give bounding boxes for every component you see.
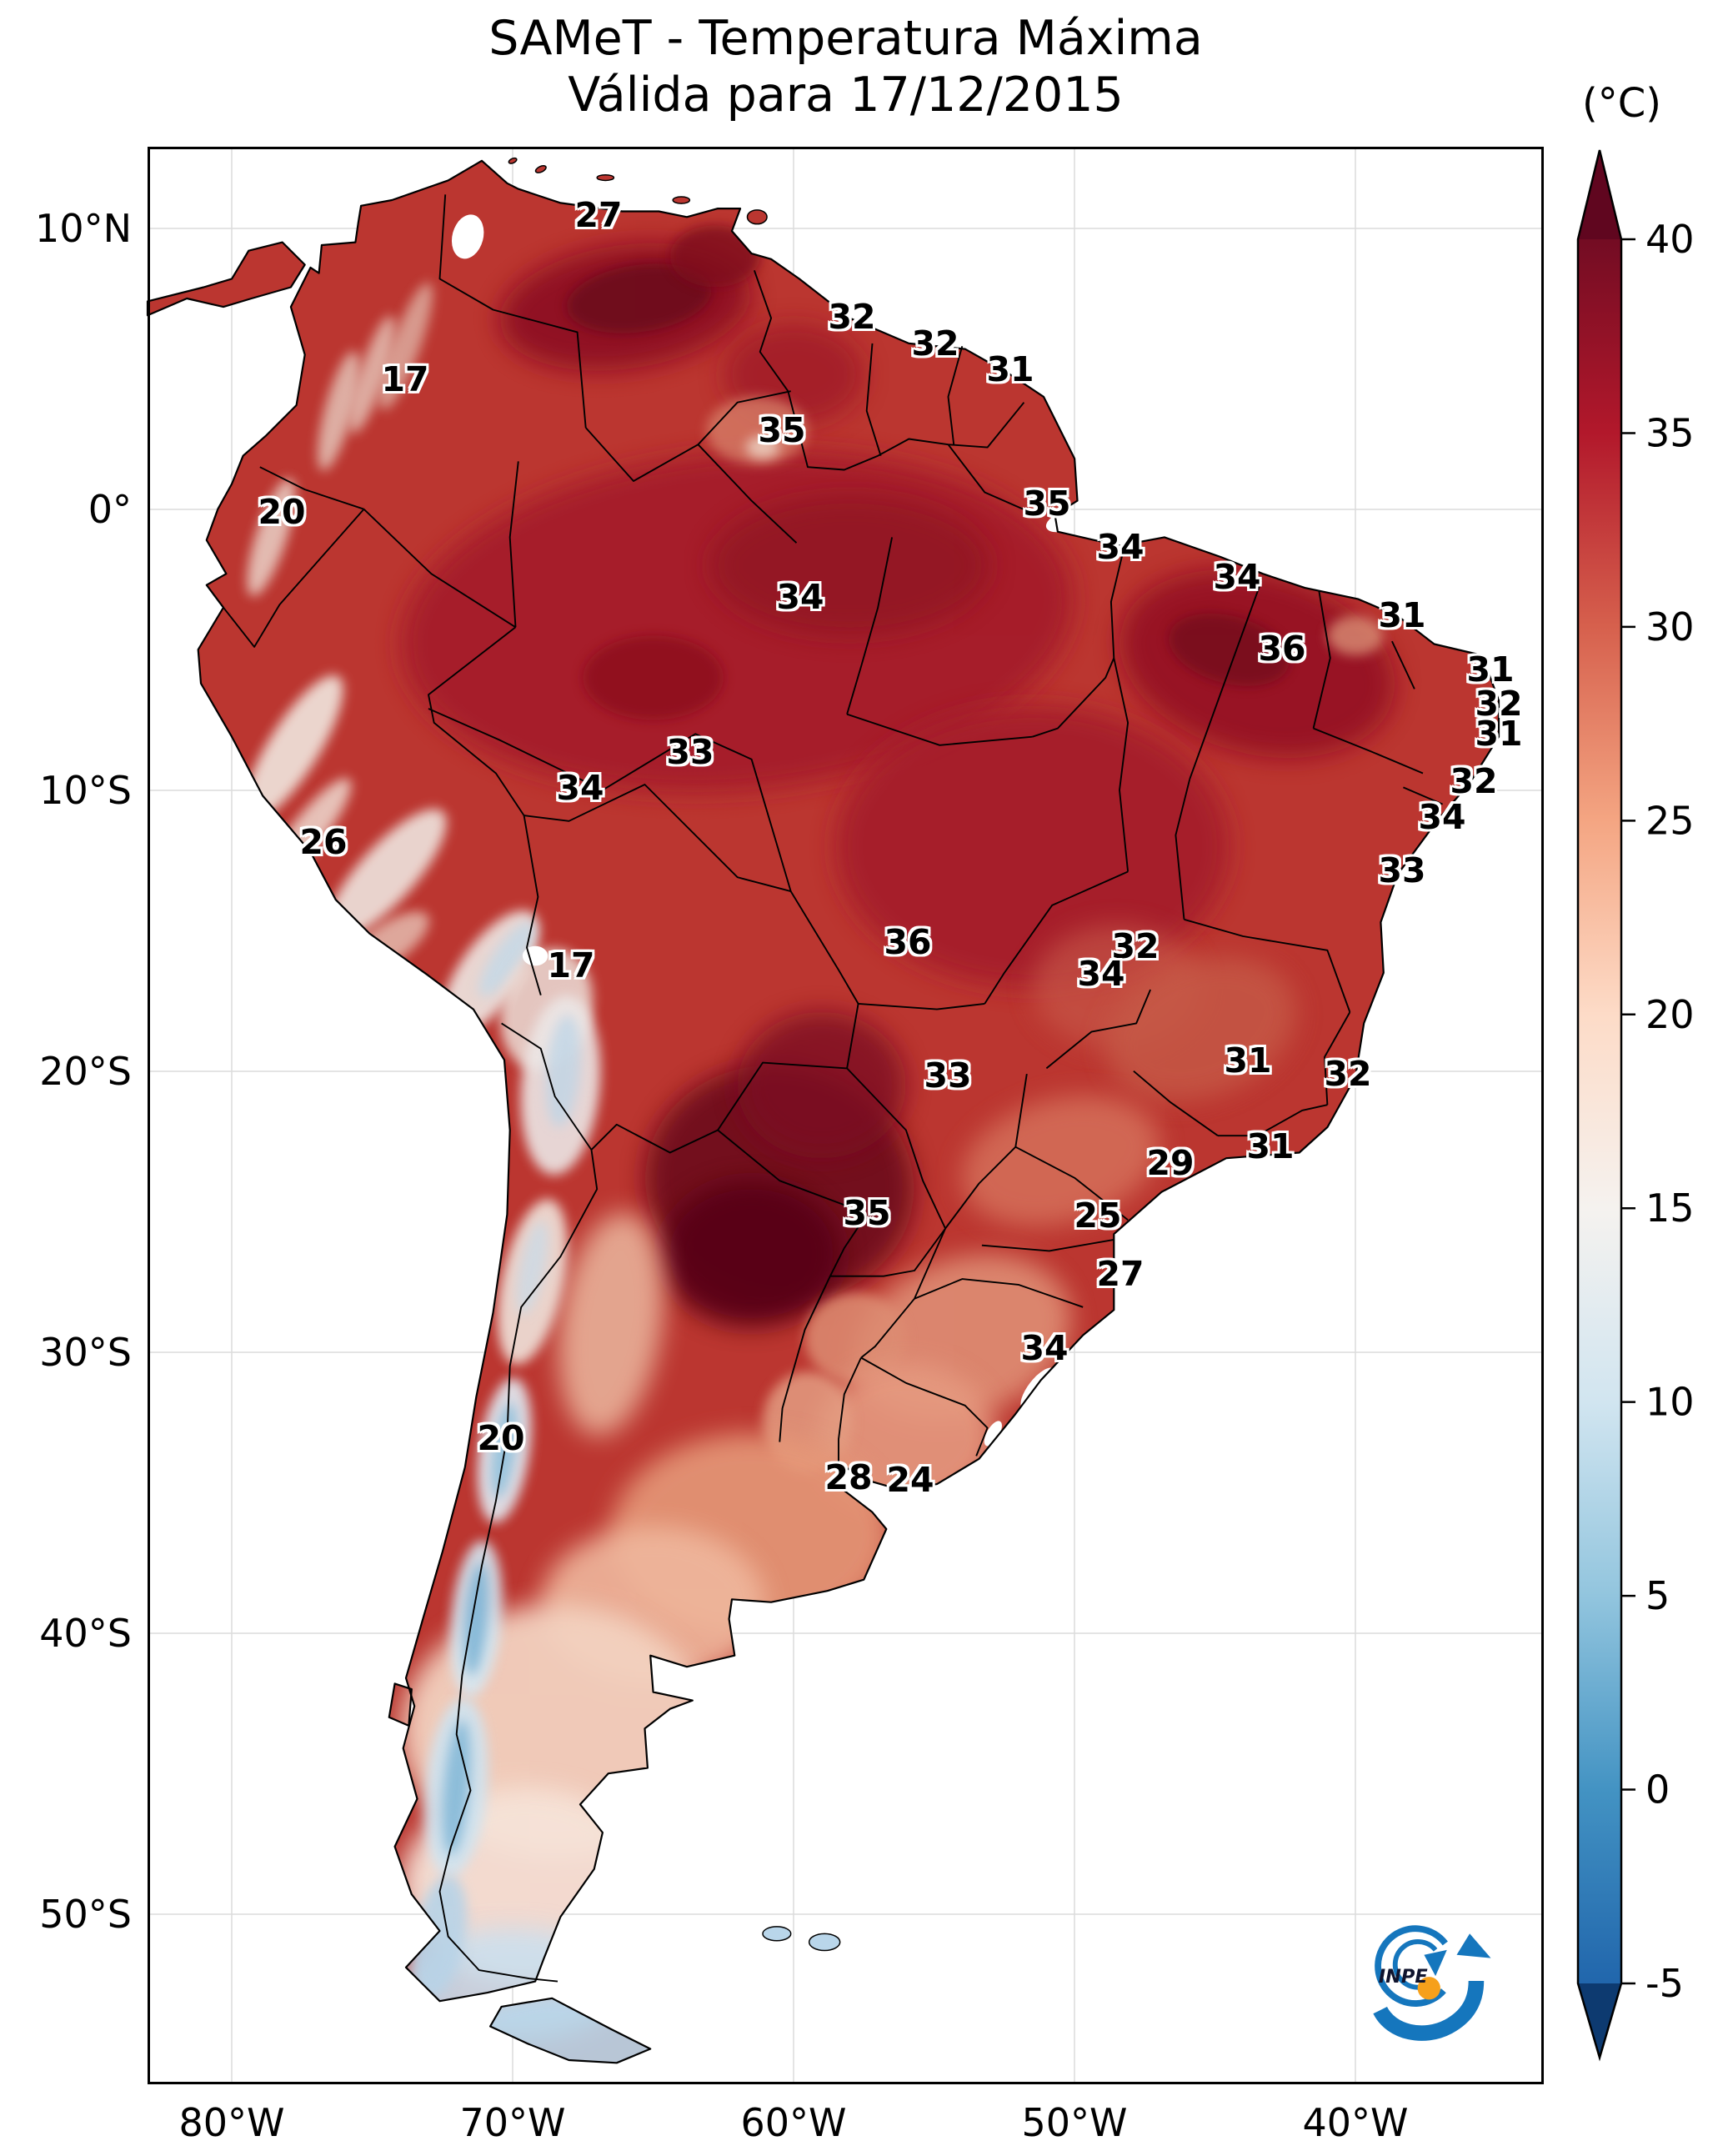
- temp-label: 31: [1466, 649, 1515, 689]
- temp-label: 34: [1418, 797, 1466, 837]
- temp-label: 35: [843, 1193, 891, 1233]
- land-temperature-field: [148, 160, 1500, 2063]
- lon-tick-label: 70°W: [459, 2100, 566, 2145]
- colorbar-tick-label: 20: [1645, 992, 1695, 1037]
- logo-small-arrow-icon: [1424, 1949, 1447, 1977]
- lon-tick-label: 80°W: [178, 2100, 285, 2145]
- colorbar-tick-label: 35: [1645, 410, 1695, 455]
- temp-label: 32: [911, 323, 959, 364]
- temp-label: 32: [828, 297, 876, 337]
- temp-label: 29: [1146, 1143, 1195, 1183]
- temp-label: 31: [1224, 1040, 1272, 1081]
- lat-tick-label: 30°S: [39, 1330, 132, 1375]
- temp-label: 32: [1475, 684, 1523, 724]
- temp-label: 31: [1475, 714, 1523, 754]
- temp-label: 35: [758, 410, 806, 450]
- temp-label: 20: [477, 1418, 525, 1458]
- colorbar-gradient: [1578, 239, 1621, 1983]
- lat-tick-label: 10°N: [35, 206, 132, 251]
- temp-label: 36: [884, 922, 932, 962]
- colorbar-under-arrow: [1578, 1983, 1621, 2058]
- colorbar-tick-label: -5: [1645, 1961, 1684, 2006]
- temp-label: 24: [886, 1460, 934, 1500]
- colorbar-over-arrow: [1578, 150, 1621, 239]
- temp-label: 27: [574, 195, 623, 235]
- figure-title-line2: Válida para 17/12/2015: [568, 68, 1124, 123]
- temp-label: 34: [1213, 557, 1261, 597]
- colorbar-tick-label: 10: [1645, 1380, 1695, 1425]
- temp-label: 31: [986, 349, 1034, 389]
- logo-orange-dot: [1417, 1977, 1440, 2000]
- temp-label: 35: [1023, 484, 1071, 524]
- temp-label: 33: [924, 1055, 972, 1096]
- temp-label: 32: [1450, 761, 1498, 801]
- colorbar-tick-label: 30: [1645, 604, 1695, 649]
- temp-label: 34: [1020, 1328, 1069, 1368]
- inpe-logo: INPE: [1373, 1925, 1491, 2041]
- temp-label: 34: [556, 768, 604, 808]
- lon-tick-label: 50°W: [1021, 2100, 1128, 2145]
- temp-label: 33: [1378, 850, 1426, 890]
- colorbar-tick-label: 25: [1645, 798, 1695, 843]
- temp-label: 32: [1324, 1054, 1372, 1094]
- logo-text: INPE: [1379, 1966, 1429, 1988]
- temp-label: 28: [824, 1457, 873, 1497]
- lat-tick-label: 40°S: [39, 1611, 132, 1656]
- colorbar-unit-label: (°C): [1582, 80, 1661, 127]
- logo-outer-swirl: [1375, 1925, 1448, 2007]
- temp-label: 33: [666, 732, 714, 772]
- temp-label: 25: [1074, 1196, 1122, 1236]
- map-frame: [148, 147, 1544, 2084]
- temp-label: 34: [1096, 527, 1144, 567]
- temp-label: 34: [776, 577, 824, 617]
- country-state-borders: [146, 157, 1500, 2064]
- temp-label: 17: [381, 359, 429, 399]
- temp-label: 20: [258, 492, 306, 532]
- temp-label: 31: [1246, 1126, 1295, 1166]
- temp-label: 26: [299, 822, 348, 862]
- temp-label: 17: [547, 945, 595, 985]
- lat-tick-label: 20°S: [39, 1049, 132, 1094]
- colorbar-tick-label: 40: [1645, 217, 1695, 262]
- lat-tick-label: 10°S: [39, 768, 132, 813]
- colorbar-tick-label: 0: [1645, 1767, 1670, 1813]
- colorbar-tick-label: 15: [1645, 1186, 1695, 1231]
- temp-label: 27: [1096, 1254, 1144, 1294]
- figure-title-line1: SAMeT - Temperatura Máxima: [488, 11, 1203, 66]
- lat-tick-label: 0°: [88, 487, 132, 532]
- logo-big-arc: [1373, 1980, 1485, 2041]
- temp-label: 31: [1378, 595, 1426, 635]
- lon-tick-label: 60°W: [740, 2100, 847, 2145]
- lon-tick-label: 40°W: [1302, 2100, 1409, 2145]
- lat-tick-label: 50°S: [39, 1892, 132, 1937]
- temp-label: 36: [1258, 629, 1306, 669]
- colorbar-tick-label: 5: [1645, 1573, 1670, 1618]
- logo-big-arrow-icon: [1456, 1933, 1491, 1958]
- temp-label: 32: [1111, 926, 1160, 966]
- temp-label: 34: [1077, 954, 1125, 994]
